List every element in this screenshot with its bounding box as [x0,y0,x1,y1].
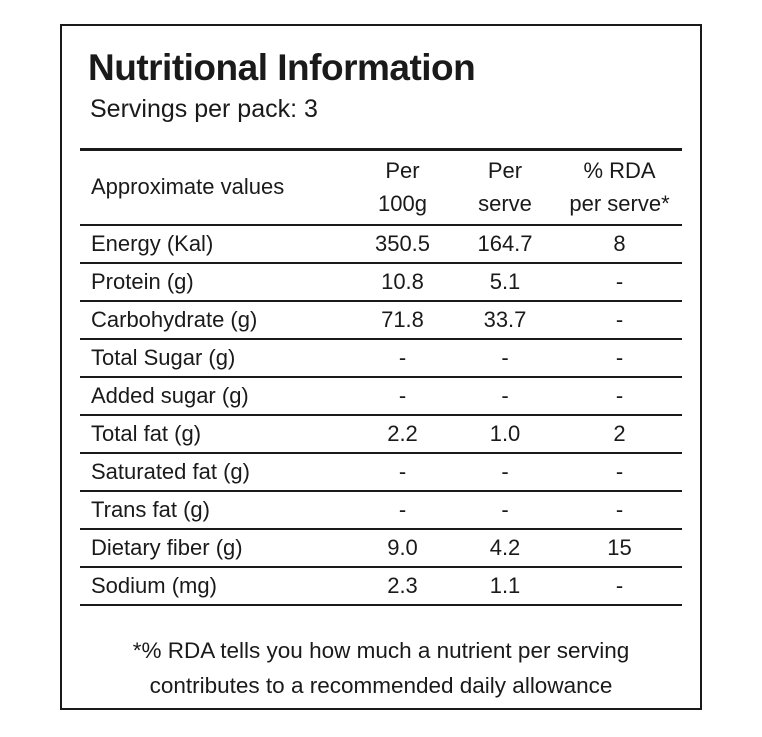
header-per-100g: Per 100g [352,148,453,226]
header-rda-line2: per serve* [569,191,670,217]
header-rda-line1: % RDA [583,158,656,184]
per-100g-value: 10.8 [381,268,424,294]
per-100g-value: - [398,344,407,370]
footnote-line-1: *% RDA tells you how much a nutrient per… [132,638,630,663]
nutrient-name: Protein (g) [91,268,194,294]
table-row: Protein (g) 10.8 5.1 - [80,263,682,301]
nutrient-name: Sodium (mg) [91,572,217,598]
nutrition-table: Approximate values Per 100g Per serve % … [80,148,682,606]
table-row: Carbohydrate (g) 71.8 33.7 - [80,301,682,339]
nutrient-name: Trans fat (g) [91,496,210,522]
table-row: Sodium (mg) 2.3 1.1 - [80,567,682,605]
nutrient-name: Dietary fiber (g) [91,534,243,560]
per-100g-value: 350.5 [374,230,431,256]
per-serve-value: 1.0 [489,420,521,446]
nutrient-name: Added sugar (g) [91,382,249,408]
table-row: Dietary fiber (g) 9.0 4.2 15 [80,529,682,567]
rda-value: - [615,572,624,598]
rda-value: 15 [607,534,632,560]
rda-value: - [615,268,624,294]
header-approximate-values: Approximate values [80,148,352,226]
page-title: Nutritional Information [88,47,476,88]
rda-value: - [615,306,624,332]
table-row: Saturated fat (g) - - - [80,453,682,491]
table-header-row: Approximate values Per 100g Per serve % … [80,148,682,226]
rda-value: - [615,382,624,408]
rda-value: 2 [613,420,626,446]
per-serve-value: 164.7 [477,230,533,256]
per-serve-value: - [501,344,509,370]
header-per-serve-line1: Per [487,158,523,184]
nutrient-name: Total fat (g) [91,420,202,446]
per-serve-value: 4.2 [489,534,521,560]
rda-value: 8 [613,230,626,256]
nutrient-name: Saturated fat (g) [91,458,250,484]
nutrient-name: Energy (Kal) [91,230,214,256]
per-100g-value: 2.2 [387,420,418,446]
table-row: Total Sugar (g) - - - [80,339,682,377]
header-per-100g-line2: 100g [378,191,427,217]
servings-subtitle: Servings per pack: 3 [90,95,318,123]
per-serve-value: - [501,496,509,522]
rda-value: - [615,344,624,370]
nutrient-name: Total Sugar (g) [91,344,236,370]
per-serve-value: 5.1 [489,268,521,294]
per-serve-value: 33.7 [483,306,527,332]
header-per-100g-line1: Per [385,158,420,184]
rda-value: - [615,458,624,484]
header-per-serve: Per serve [453,148,557,226]
per-serve-value: 1.1 [489,572,521,598]
per-100g-value: - [398,382,407,408]
per-100g-value: 9.0 [387,534,418,560]
nutrient-name: Carbohydrate (g) [91,306,258,332]
table-row: Total fat (g) 2.2 1.0 2 [80,415,682,453]
rda-footnote: *% RDA tells you how much a nutrient per… [80,633,682,703]
per-100g-value: 2.3 [387,572,418,598]
nutrition-panel [60,24,702,710]
per-100g-value: - [398,496,407,522]
table-row: Trans fat (g) - - - [80,491,682,529]
table-row: Added sugar (g) - - - [80,377,682,415]
per-serve-value: - [501,458,509,484]
table-row: Energy (Kal) 350.5 164.7 8 [80,225,682,263]
header-per-serve-line2: serve [478,191,532,217]
footnote-line-2: contributes to a recommended daily allow… [149,673,613,698]
header-rda: % RDA per serve* [557,148,682,226]
rda-value: - [615,496,624,522]
per-100g-value: 71.8 [381,306,424,332]
per-serve-value: - [501,382,509,408]
per-100g-value: - [398,458,407,484]
